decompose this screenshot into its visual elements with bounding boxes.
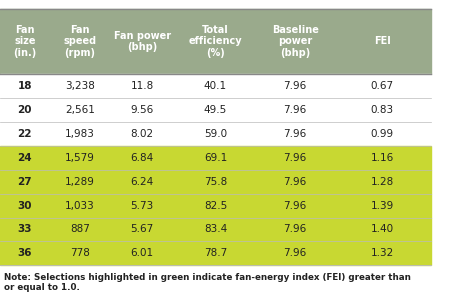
Text: 75.8: 75.8 [204,177,227,187]
Text: Fan power
(bhp): Fan power (bhp) [114,31,171,52]
Text: 9.56: 9.56 [130,105,154,115]
Text: 7.96: 7.96 [283,129,307,139]
Text: Baseline
power
(bhp): Baseline power (bhp) [272,25,319,58]
Text: 7.96: 7.96 [283,105,307,115]
Bar [0,242,431,265]
Bar [0,9,431,74]
Text: 30: 30 [18,201,32,210]
Text: 1.40: 1.40 [371,224,394,234]
Text: 83.4: 83.4 [204,224,227,234]
Text: 1.28: 1.28 [371,177,394,187]
Text: 3,238: 3,238 [65,81,95,91]
Text: 49.5: 49.5 [204,105,227,115]
Text: 11.8: 11.8 [130,81,154,91]
Text: 778: 778 [70,248,90,258]
Text: 78.7: 78.7 [204,248,227,258]
Text: 40.1: 40.1 [204,81,227,91]
Text: 0.67: 0.67 [371,81,394,91]
Text: 0.99: 0.99 [371,129,394,139]
Text: 1,289: 1,289 [65,177,95,187]
Bar [0,122,431,146]
Text: 7.96: 7.96 [283,248,307,258]
Text: 6.01: 6.01 [131,248,154,258]
Text: 5.67: 5.67 [130,224,154,234]
Bar [0,170,431,194]
Text: FEI: FEI [374,36,391,46]
Text: Total
efficiency
(%): Total efficiency (%) [189,25,242,58]
Text: 6.24: 6.24 [130,177,154,187]
Text: Note: Selections highlighted in green indicate fan-energy index (FEI) greater th: Note: Selections highlighted in green in… [4,273,411,292]
Text: 7.96: 7.96 [283,224,307,234]
Text: 5.73: 5.73 [130,201,154,210]
Text: 7.96: 7.96 [283,177,307,187]
Text: 6.84: 6.84 [130,153,154,163]
Text: 7.96: 7.96 [283,81,307,91]
Text: 69.1: 69.1 [204,153,227,163]
Bar [0,74,431,98]
Text: 1.32: 1.32 [371,248,394,258]
Bar [0,218,431,242]
Text: 22: 22 [18,129,32,139]
Text: 24: 24 [18,153,32,163]
Text: 7.96: 7.96 [283,201,307,210]
Text: 36: 36 [18,248,32,258]
Text: 1.39: 1.39 [371,201,394,210]
Text: 1,033: 1,033 [65,201,95,210]
Text: 59.0: 59.0 [204,129,227,139]
Bar [0,194,431,218]
Text: 2,561: 2,561 [65,105,95,115]
Text: 887: 887 [70,224,90,234]
Text: Fan
size
(in.): Fan size (in.) [13,25,36,58]
Text: Fan
speed
(rpm): Fan speed (rpm) [63,25,96,58]
Text: 0.83: 0.83 [371,105,394,115]
Text: 1.16: 1.16 [371,153,394,163]
Text: 18: 18 [18,81,32,91]
Bar [0,98,431,122]
Text: 7.96: 7.96 [283,153,307,163]
Text: 27: 27 [18,177,32,187]
Bar [0,146,431,170]
Text: 20: 20 [18,105,32,115]
Text: 1,983: 1,983 [65,129,95,139]
Text: 8.02: 8.02 [131,129,154,139]
Text: 33: 33 [18,224,32,234]
Text: 1,579: 1,579 [65,153,95,163]
Text: 82.5: 82.5 [204,201,227,210]
